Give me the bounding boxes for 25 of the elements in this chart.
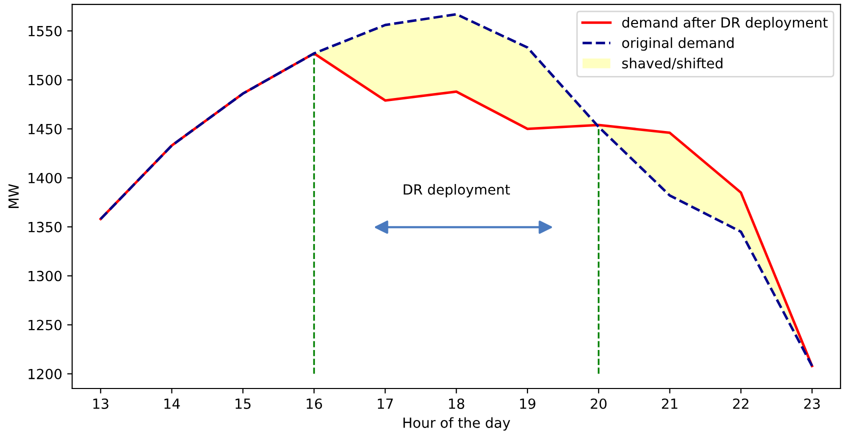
x-tick-label: 18 [449,398,464,409]
x-tick-label: 16 [306,398,322,409]
legend-label: shaved/shifted [622,58,722,70]
legend-label: original demand [622,37,734,51]
x-tick-label: 13 [93,398,108,409]
x-tick-label: 21 [662,398,678,409]
x-tick-label: 23 [804,398,820,409]
x-tick-label: 20 [590,398,607,409]
x-tick-label: 15 [236,398,251,409]
y-tick-label: 1450 [28,124,62,134]
legend-label: demand after DR deployment [622,16,828,30]
y-tick-label: 1550 [28,26,62,36]
x-tick-label: 19 [520,398,536,409]
y-tick-label: 1250 [28,320,62,330]
x-tick-label: 14 [164,398,180,409]
y-tick-label: 1350 [28,222,62,232]
y-tick-label: 1200 [28,368,62,380]
x-tick-label: 17 [378,398,393,409]
x-tick-label: 22 [733,398,748,409]
x-axis-title: Hour of the day [403,417,510,431]
annotation: DR deployment [404,184,510,198]
y-axis-title: MW [8,184,19,208]
y-tick-label: 1500 [28,74,62,86]
y-tick-label: 1300 [28,270,62,282]
y-tick-label: 1400 [28,172,62,184]
